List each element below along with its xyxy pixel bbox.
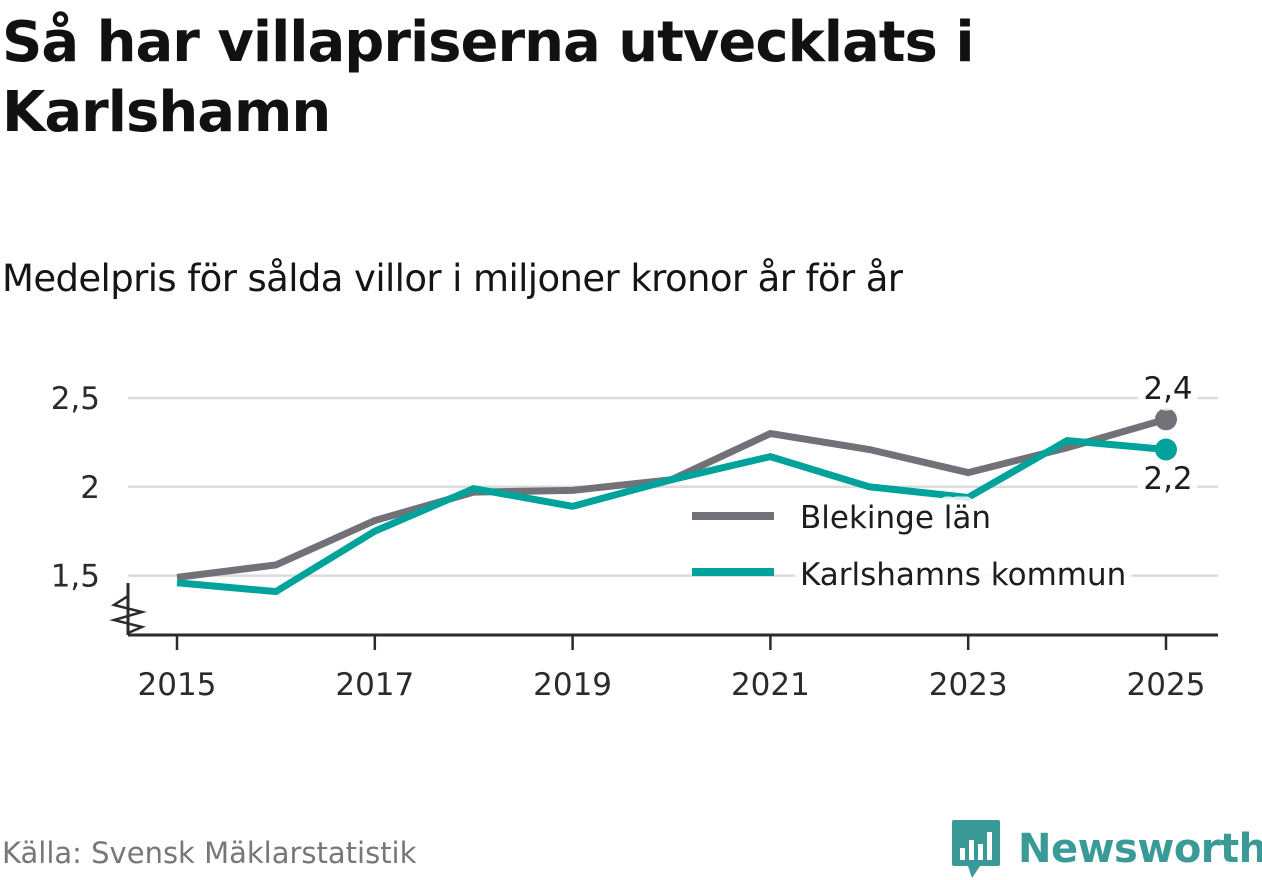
end-label-blekinge: 2,4 [1143, 371, 1192, 407]
chart-title: Så har villapriserna utvecklats i Karlsh… [2, 10, 975, 145]
x-tick-label: 2021 [731, 667, 810, 703]
y-tick-label: 1,5 [51, 559, 100, 595]
x-tick-label: 2015 [138, 667, 217, 703]
x-tick-label: 2017 [335, 667, 414, 703]
gridlines [128, 396, 1218, 577]
axes [109, 583, 1218, 637]
x-axis-ticks: 2015 2017 2019 2021 2023 2025 [138, 635, 1206, 703]
end-label-karlshamn: 2,2 [1143, 461, 1192, 497]
brand-name: Newsworthy [1018, 826, 1262, 872]
axis-break-icon [109, 590, 147, 635]
end-labels: 2,4 2,2 [1135, 363, 1200, 505]
source-note: Källa: Svensk Mäklarstatistik [2, 836, 417, 870]
series-endpoint-blekinge [1155, 408, 1177, 431]
newsworthy-chart-bubble-icon [952, 820, 1000, 878]
y-tick-label: 2 [80, 470, 100, 506]
x-tick-label: 2019 [533, 667, 612, 703]
newsworthy-logo: Newsworthy [950, 818, 1262, 880]
y-tick-label: 2,5 [51, 381, 100, 417]
legend: Blekinge län Karlshamns kommun [692, 492, 1134, 601]
series-endpoint-karlshamn [1155, 438, 1177, 461]
chart-subtitle: Medelpris för sålda villor i miljoner kr… [2, 257, 903, 300]
series-lines [176, 408, 1177, 596]
legend-label-karlshamn: Karlshamns kommun [800, 557, 1126, 593]
y-axis-ticks: 1,5 2 2,5 [51, 381, 100, 595]
series-line-blekinge [176, 415, 1167, 581]
legend-label-blekinge: Blekinge län [800, 500, 991, 536]
series-line-karlshamn [176, 437, 1167, 596]
x-tick-label: 2025 [1127, 667, 1206, 703]
x-tick-label: 2023 [929, 667, 1008, 703]
